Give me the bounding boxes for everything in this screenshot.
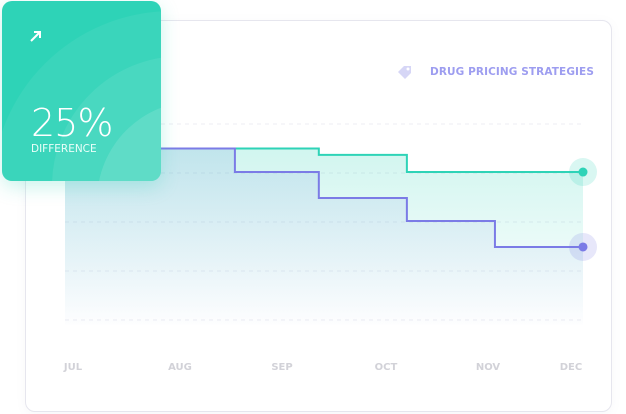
x-tick-label: SEP <box>271 362 292 373</box>
series-line <box>65 147 583 174</box>
end-point <box>578 167 588 177</box>
difference-value: 25% <box>31 101 113 145</box>
legend: DRUG PRICING STRATEGIES <box>396 64 594 80</box>
difference-stat-card: 25% DIFFERENCE <box>2 1 161 181</box>
series-line <box>65 147 583 248</box>
end-point <box>578 242 588 252</box>
tag-icon <box>398 66 411 79</box>
x-tick-label: AUG <box>168 362 192 373</box>
legend-label: DRUG PRICING STRATEGIES <box>430 66 594 78</box>
x-tick-label: NOV <box>476 362 501 373</box>
series-area <box>65 148 583 325</box>
arrow-up-right-icon <box>30 31 41 42</box>
x-tick-label: DEC <box>560 362 582 373</box>
x-tick-label: JUL <box>63 362 83 373</box>
x-tick-label: OCT <box>375 362 398 373</box>
difference-label: DIFFERENCE <box>31 143 97 155</box>
